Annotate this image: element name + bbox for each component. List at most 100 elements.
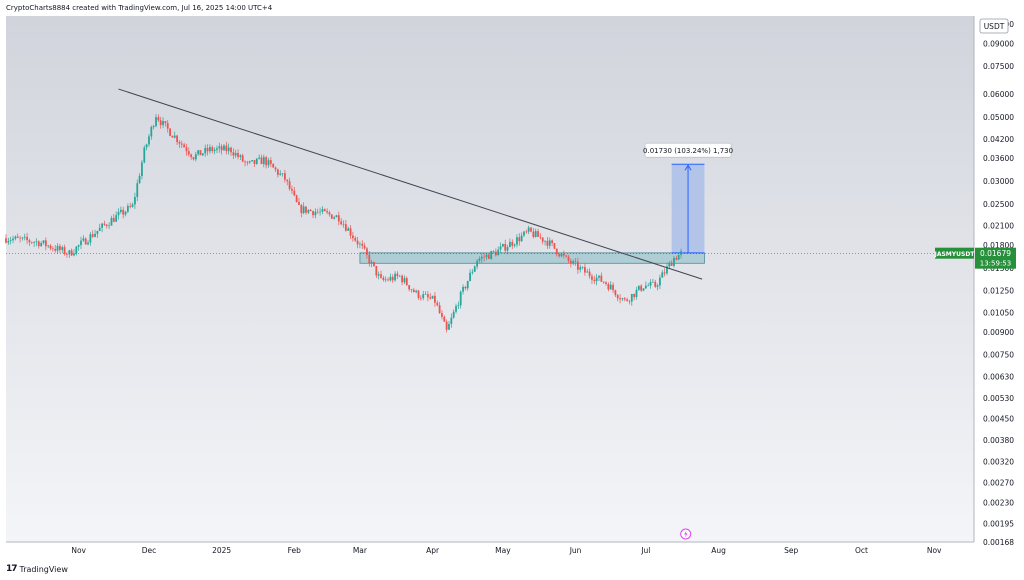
candle-body — [661, 272, 664, 278]
candle-body — [422, 294, 425, 299]
candle-body — [307, 209, 310, 213]
candle-body — [178, 142, 181, 144]
candle-body — [286, 179, 289, 182]
candle-body — [569, 260, 572, 264]
candle-body — [520, 235, 523, 242]
candle-body — [227, 147, 230, 152]
candle-body — [553, 243, 556, 249]
candle-body — [279, 173, 282, 175]
candle-body — [23, 236, 26, 238]
candle-body — [359, 243, 361, 245]
candle-body — [155, 117, 157, 127]
candle-body — [396, 273, 399, 277]
candle-body — [438, 305, 441, 314]
candle-body — [555, 248, 558, 255]
candle-body — [619, 298, 621, 300]
y-tick-label: 0.00530 — [983, 394, 1014, 403]
candle-body — [124, 211, 127, 215]
y-tick-label: 0.00230 — [983, 499, 1014, 508]
header-attribution: CryptoCharts8884 created with TradingVie… — [6, 4, 273, 12]
candle-body — [609, 284, 612, 290]
candle-body — [239, 155, 242, 157]
candle-body — [412, 289, 415, 293]
candle-body — [373, 261, 375, 266]
candle-body — [455, 306, 457, 312]
candle-body — [351, 235, 354, 239]
candle-body — [621, 298, 624, 300]
y-tick-label: 0.03000 — [983, 177, 1014, 186]
lightning-glyph — [684, 530, 688, 538]
candle-body — [105, 224, 108, 226]
candle-body — [293, 190, 296, 196]
candle-body — [513, 244, 516, 246]
measure-label: 0.01730 (103.24%) 1,730 — [643, 147, 733, 155]
x-tick-label: Aug — [711, 546, 726, 555]
candle-body — [466, 280, 469, 289]
candle-body — [319, 211, 321, 213]
footer-brand-text: TradingView — [19, 564, 68, 574]
candle-body — [677, 254, 680, 260]
candle-body — [389, 276, 392, 281]
candle-body — [377, 274, 380, 276]
candle-body — [562, 253, 565, 256]
candle-body — [312, 210, 314, 216]
candle-body — [248, 161, 251, 163]
candle-body — [424, 294, 427, 295]
candle-body — [143, 147, 146, 163]
candle-body — [579, 267, 582, 270]
candle-body — [337, 215, 340, 222]
candle-body — [91, 234, 94, 237]
candle-body — [323, 209, 326, 212]
candle-body — [649, 282, 652, 286]
x-tick-label: 2025 — [212, 546, 231, 555]
x-tick-label: Dec — [142, 546, 157, 555]
y-tick-label: 0.04200 — [983, 135, 1014, 144]
candle-body — [586, 271, 589, 273]
candle-body — [471, 271, 474, 273]
candle-body — [237, 153, 239, 157]
candle-body — [305, 206, 307, 213]
candle-body — [644, 285, 647, 289]
candle-body — [110, 217, 113, 226]
candle-body — [614, 290, 617, 296]
candle-body — [28, 240, 31, 243]
candle-body — [5, 238, 7, 243]
candle-body — [187, 151, 190, 155]
candle-body — [600, 275, 603, 282]
symbol-tag — [935, 247, 974, 259]
candle-body — [548, 240, 551, 246]
candle-body — [288, 181, 291, 189]
candle-body — [122, 209, 125, 215]
candle-body — [169, 128, 171, 136]
candle-body — [328, 212, 331, 215]
candle-body — [108, 225, 111, 227]
candle-body — [30, 242, 33, 243]
candle-body — [361, 243, 364, 246]
candle-body — [16, 236, 19, 238]
candle-body — [190, 154, 193, 158]
candle-body — [223, 145, 225, 151]
candle-body — [19, 237, 21, 239]
candle-body — [73, 253, 75, 256]
resistance-zone — [359, 252, 705, 264]
price-tag — [975, 247, 1016, 269]
candle-body — [244, 161, 246, 163]
candle-body — [197, 150, 200, 155]
candle-body — [673, 258, 675, 266]
candle-body — [255, 158, 258, 164]
candle-body — [410, 289, 413, 290]
y-tick-label: 0.01800 — [983, 241, 1014, 250]
candle-body — [483, 256, 486, 258]
candle-body — [33, 242, 36, 243]
candle-body — [546, 240, 549, 246]
candle-body — [532, 231, 535, 237]
y-tick-label: 0.00450 — [983, 415, 1014, 424]
y-tick-label: 0.03600 — [983, 154, 1014, 163]
candle-body — [525, 231, 528, 233]
candle-body — [633, 293, 636, 298]
candle-body — [40, 243, 43, 247]
candle-body — [274, 167, 277, 170]
candle-body — [326, 211, 329, 213]
candle-body — [511, 241, 514, 246]
